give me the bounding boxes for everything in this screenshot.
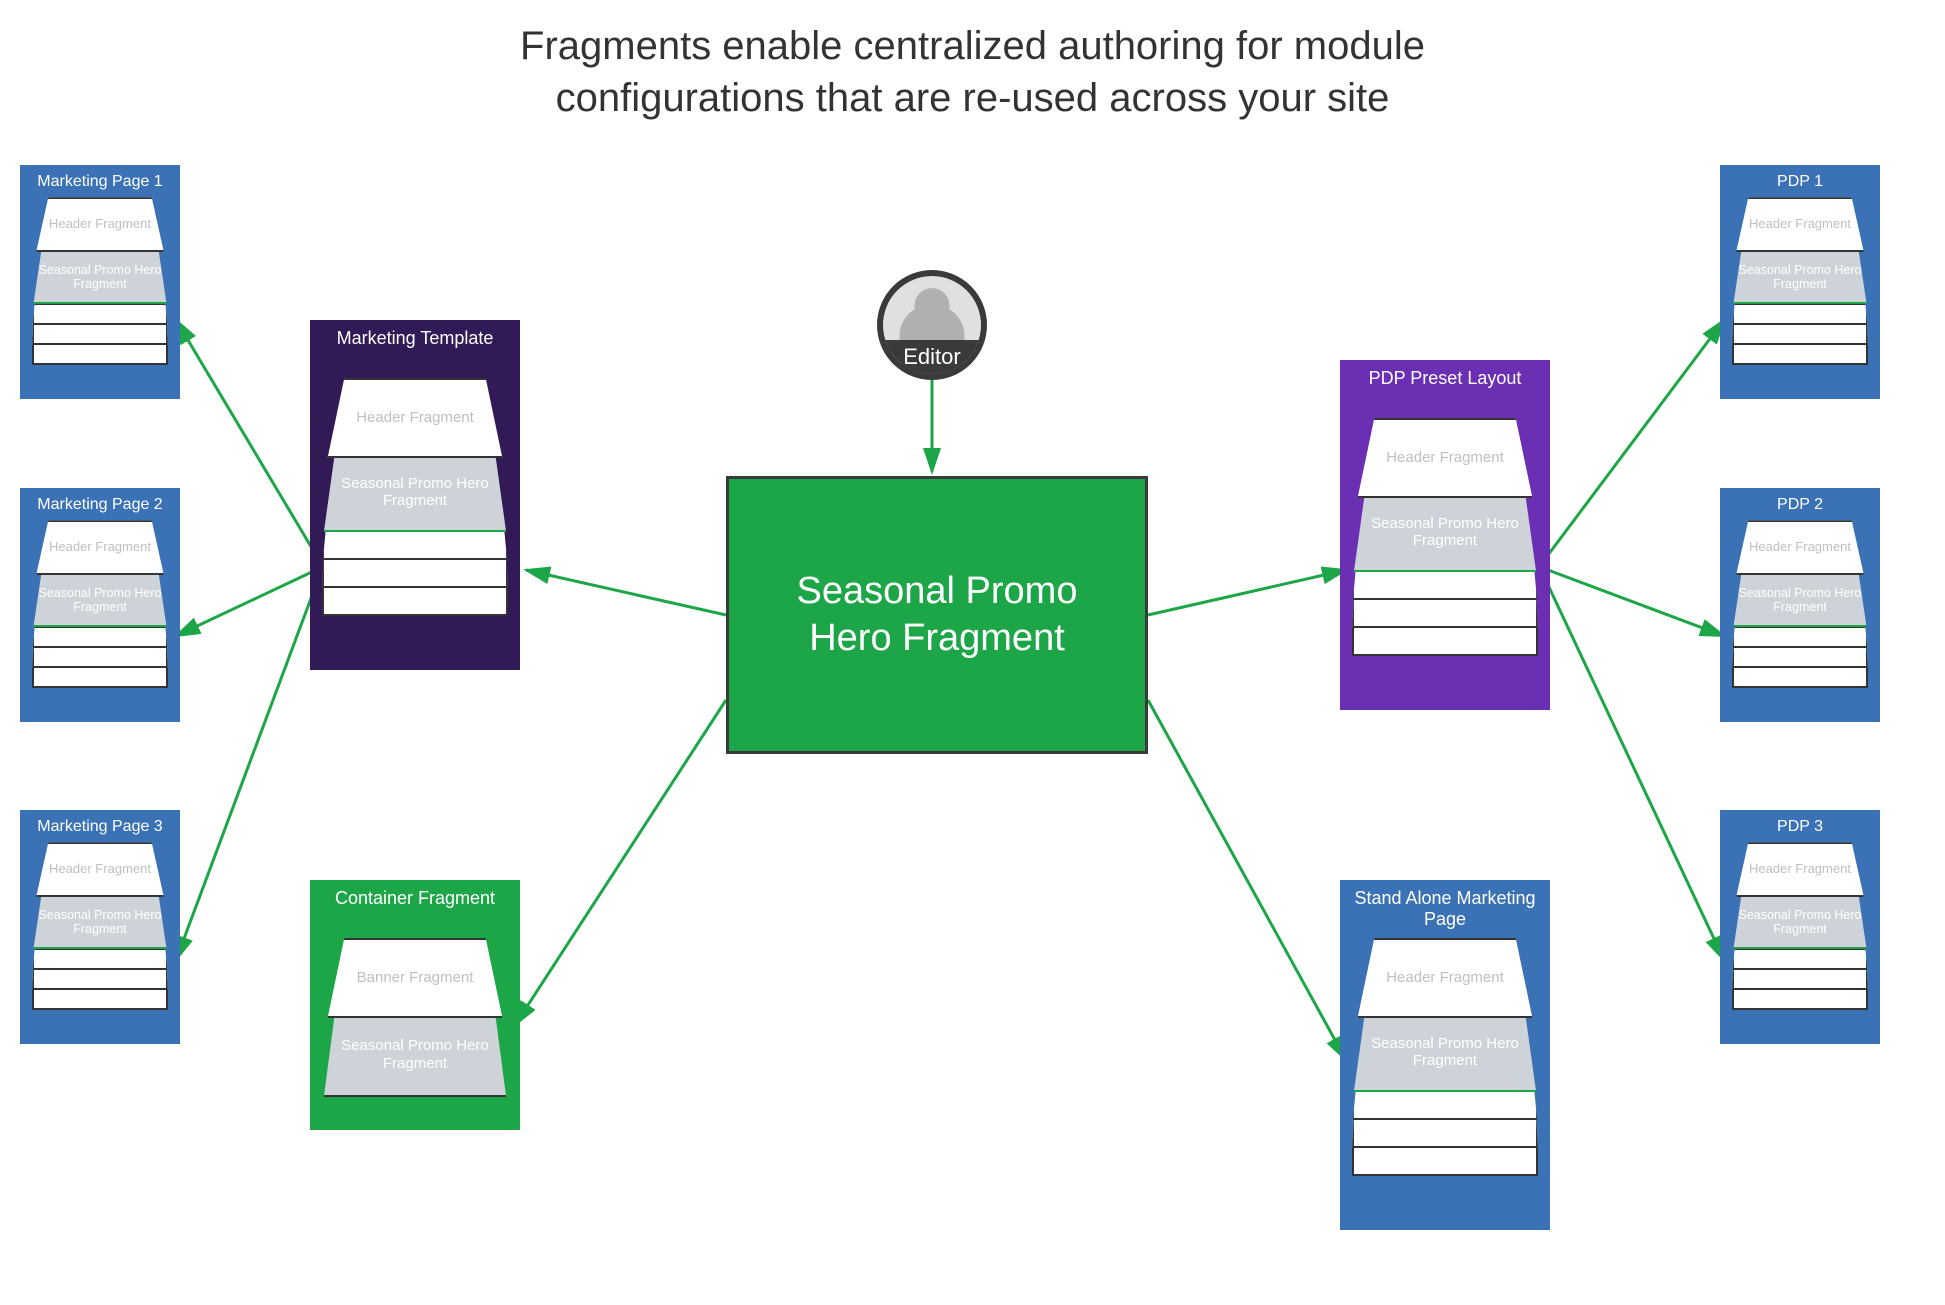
fragment-stack: Header Fragment Seasonal Promo Hero Frag…: [1352, 938, 1538, 1218]
empty-layer: [32, 948, 168, 970]
card-pdp2: PDP 2 Header Fragment Seasonal Promo Her…: [1720, 488, 1880, 722]
promo-fragment-layer: Seasonal Promo Hero Fragment: [1352, 492, 1538, 572]
title-line-2: configurations that are re-used across y…: [556, 76, 1390, 120]
empty-layer: [32, 968, 168, 990]
fragment-stack: Header Fragment Seasonal Promo Hero Frag…: [1732, 197, 1868, 387]
header-fragment-layer: Header Fragment: [1732, 197, 1868, 252]
header-fragment-layer: Header Fragment: [322, 378, 508, 458]
fragment-stack: Header Fragment Seasonal Promo Hero Frag…: [32, 197, 168, 387]
empty-layer: [32, 646, 168, 668]
empty-layer: [1732, 343, 1868, 365]
empty-layer: [32, 988, 168, 1010]
fragment-stack: Header Fragment Seasonal Promo Hero Frag…: [1732, 520, 1868, 710]
promo-fragment-layer: Seasonal Promo Hero Fragment: [322, 1012, 508, 1097]
fragment-stack: Header Fragment Seasonal Promo Hero Frag…: [1732, 842, 1868, 1032]
empty-layer: [1732, 646, 1868, 668]
card-title: Marketing Page 3: [32, 818, 168, 836]
empty-layer: [32, 666, 168, 688]
header-fragment-layer: Banner Fragment: [322, 938, 508, 1018]
card-title: PDP 2: [1732, 496, 1868, 514]
empty-layer: [322, 586, 508, 616]
card-title: Marketing Template: [322, 328, 508, 372]
page-title: Fragments enable centralized authoring f…: [0, 20, 1945, 124]
empty-layer: [1732, 666, 1868, 688]
empty-layer: [1352, 626, 1538, 656]
title-line-1: Fragments enable centralized authoring f…: [520, 24, 1425, 68]
header-fragment-layer: Header Fragment: [1352, 418, 1538, 498]
header-fragment-layer: Header Fragment: [32, 842, 168, 897]
empty-layer: [1732, 968, 1868, 990]
card-pdp1: PDP 1 Header Fragment Seasonal Promo Her…: [1720, 165, 1880, 399]
empty-layer: [1352, 598, 1538, 628]
promo-fragment-layer: Seasonal Promo Hero Fragment: [32, 572, 168, 627]
card-title: PDP Preset Layout: [1352, 368, 1538, 412]
empty-layer: [32, 323, 168, 345]
empty-layer: [1732, 626, 1868, 648]
empty-layer: [1352, 570, 1538, 600]
card-pdp3: PDP 3 Header Fragment Seasonal Promo Her…: [1720, 810, 1880, 1044]
card-title: PDP 3: [1732, 818, 1868, 836]
empty-layer: [322, 530, 508, 560]
header-fragment-layer: Header Fragment: [1352, 938, 1538, 1018]
fragment-stack: Header Fragment Seasonal Promo Hero Frag…: [32, 520, 168, 710]
editor-icon: Editor: [877, 270, 987, 380]
card-mkt2: Marketing Page 2 Header Fragment Seasona…: [20, 488, 180, 722]
empty-layer: [32, 303, 168, 325]
card-title: Container Fragment: [322, 888, 508, 932]
card-mkt1: Marketing Page 1 Header Fragment Seasona…: [20, 165, 180, 399]
header-fragment-layer: Header Fragment: [1732, 520, 1868, 575]
empty-layer: [1352, 1118, 1538, 1148]
header-fragment-layer: Header Fragment: [1732, 842, 1868, 897]
card-title: Marketing Page 2: [32, 496, 168, 514]
card-title: Stand Alone Marketing Page: [1352, 888, 1538, 932]
promo-fragment-layer: Seasonal Promo Hero Fragment: [1352, 1012, 1538, 1092]
card-title: PDP 1: [1732, 173, 1868, 191]
fragment-stack: Banner Fragment Seasonal Promo Hero Frag…: [322, 938, 508, 1118]
card-title: Marketing Page 1: [32, 173, 168, 191]
central-label: Seasonal Promo Hero Fragment: [797, 568, 1078, 663]
empty-layer: [32, 343, 168, 365]
empty-layer: [322, 558, 508, 588]
empty-layer: [32, 626, 168, 648]
editor-label: Editor: [883, 340, 981, 374]
empty-layer: [1352, 1090, 1538, 1120]
empty-layer: [1732, 948, 1868, 970]
promo-fragment-layer: Seasonal Promo Hero Fragment: [1732, 249, 1868, 304]
promo-fragment-layer: Seasonal Promo Hero Fragment: [1732, 894, 1868, 949]
fragment-stack: Header Fragment Seasonal Promo Hero Frag…: [1352, 418, 1538, 698]
fragment-stack: Header Fragment Seasonal Promo Hero Frag…: [322, 378, 508, 658]
card-container_frag: Container Fragment Banner Fragment Seaso…: [310, 880, 520, 1130]
empty-layer: [1352, 1146, 1538, 1176]
fragment-stack: Header Fragment Seasonal Promo Hero Frag…: [32, 842, 168, 1032]
header-fragment-layer: Header Fragment: [32, 520, 168, 575]
promo-fragment-layer: Seasonal Promo Hero Fragment: [32, 894, 168, 949]
promo-fragment-layer: Seasonal Promo Hero Fragment: [1732, 572, 1868, 627]
header-fragment-layer: Header Fragment: [32, 197, 168, 252]
card-standalone: Stand Alone Marketing Page Header Fragme…: [1340, 880, 1550, 1230]
empty-layer: [1732, 303, 1868, 325]
promo-fragment-layer: Seasonal Promo Hero Fragment: [322, 452, 508, 532]
card-mkt_template: Marketing Template Header Fragment Seaso…: [310, 320, 520, 670]
promo-fragment-layer: Seasonal Promo Hero Fragment: [32, 249, 168, 304]
central-fragment-box: Seasonal Promo Hero Fragment: [726, 476, 1148, 754]
card-pdp_layout: PDP Preset Layout Header Fragment Season…: [1340, 360, 1550, 710]
card-mkt3: Marketing Page 3 Header Fragment Seasona…: [20, 810, 180, 1044]
empty-layer: [1732, 988, 1868, 1010]
empty-layer: [1732, 323, 1868, 345]
